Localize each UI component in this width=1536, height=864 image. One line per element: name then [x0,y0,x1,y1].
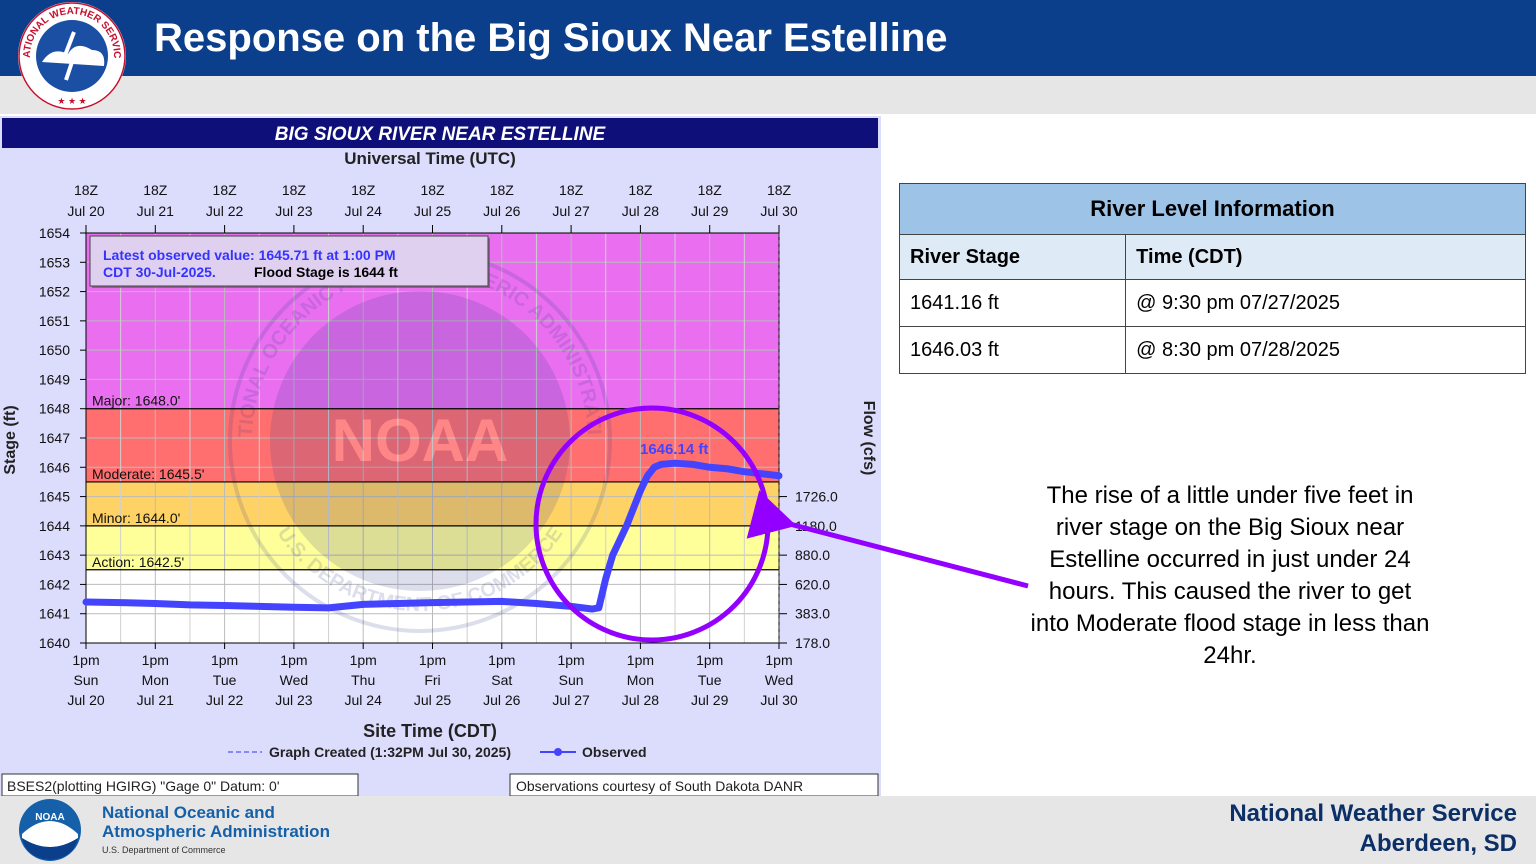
annotation-arrow [782,522,1028,586]
table-row: 1646.03 ft @ 8:30 pm 07/28/2025 [900,327,1526,374]
noaa-name: National Oceanic and Atmospheric Adminis… [102,803,330,841]
table-cell-time: @ 8:30 pm 07/28/2025 [1126,327,1526,374]
noaa-name-line1: National Oceanic and [102,803,330,822]
column-header-stage: River Stage [900,235,1126,280]
noaa-name-line2: Atmospheric Administration [102,822,330,841]
office-name: National Weather Service Aberdeen, SD [1229,799,1517,859]
river-level-table: River Level Information River Stage Time… [899,183,1526,374]
office-line1: National Weather Service [1229,799,1517,829]
highlight-circle [536,408,768,640]
office-line2: Aberdeen, SD [1229,829,1517,859]
table-title: River Level Information [900,184,1526,235]
column-header-time: Time (CDT) [1126,235,1526,280]
table-row: 1641.16 ft @ 9:30 pm 07/27/2025 [900,280,1526,327]
table-cell-stage: 1646.03 ft [900,327,1126,374]
annotation-note: The rise of a little under five feet in … [1030,480,1430,672]
noaa-logo: NOAA [14,798,86,862]
table-cell-time: @ 9:30 pm 07/27/2025 [1126,280,1526,327]
table-cell-stage: 1641.16 ft [900,280,1126,327]
noaa-dept: U.S. Department of Commerce [102,845,226,855]
noaa-logo-text: NOAA [35,812,64,823]
